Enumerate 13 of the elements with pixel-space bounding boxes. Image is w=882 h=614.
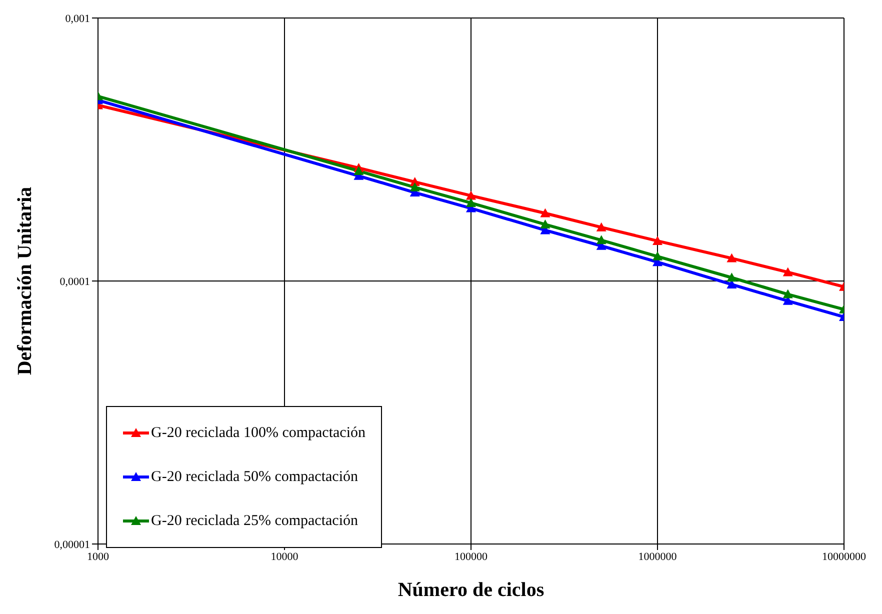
y-tick-label: 0,00001 [54,538,90,551]
legend-label: G-20 reciclada 25% compactación [151,512,358,530]
y-tick-label: 0,0001 [60,276,90,288]
x-axis-title: Número de ciclos [398,579,544,601]
x-tick-label: 100000 [454,550,488,563]
y-axis-title: Deformación Unitaria [14,186,36,376]
x-tick-label: 1000000 [638,550,678,563]
legend-label: G-20 reciclada 100% compactación [151,424,366,442]
legend-label: G-20 reciclada 50% compactación [151,468,358,486]
x-tick-label: 10000 [270,550,299,563]
y-tick-label: 0,001 [65,12,90,25]
x-tick-label: 10000000 [822,550,866,563]
x-tick-label: 1000 [87,550,110,563]
